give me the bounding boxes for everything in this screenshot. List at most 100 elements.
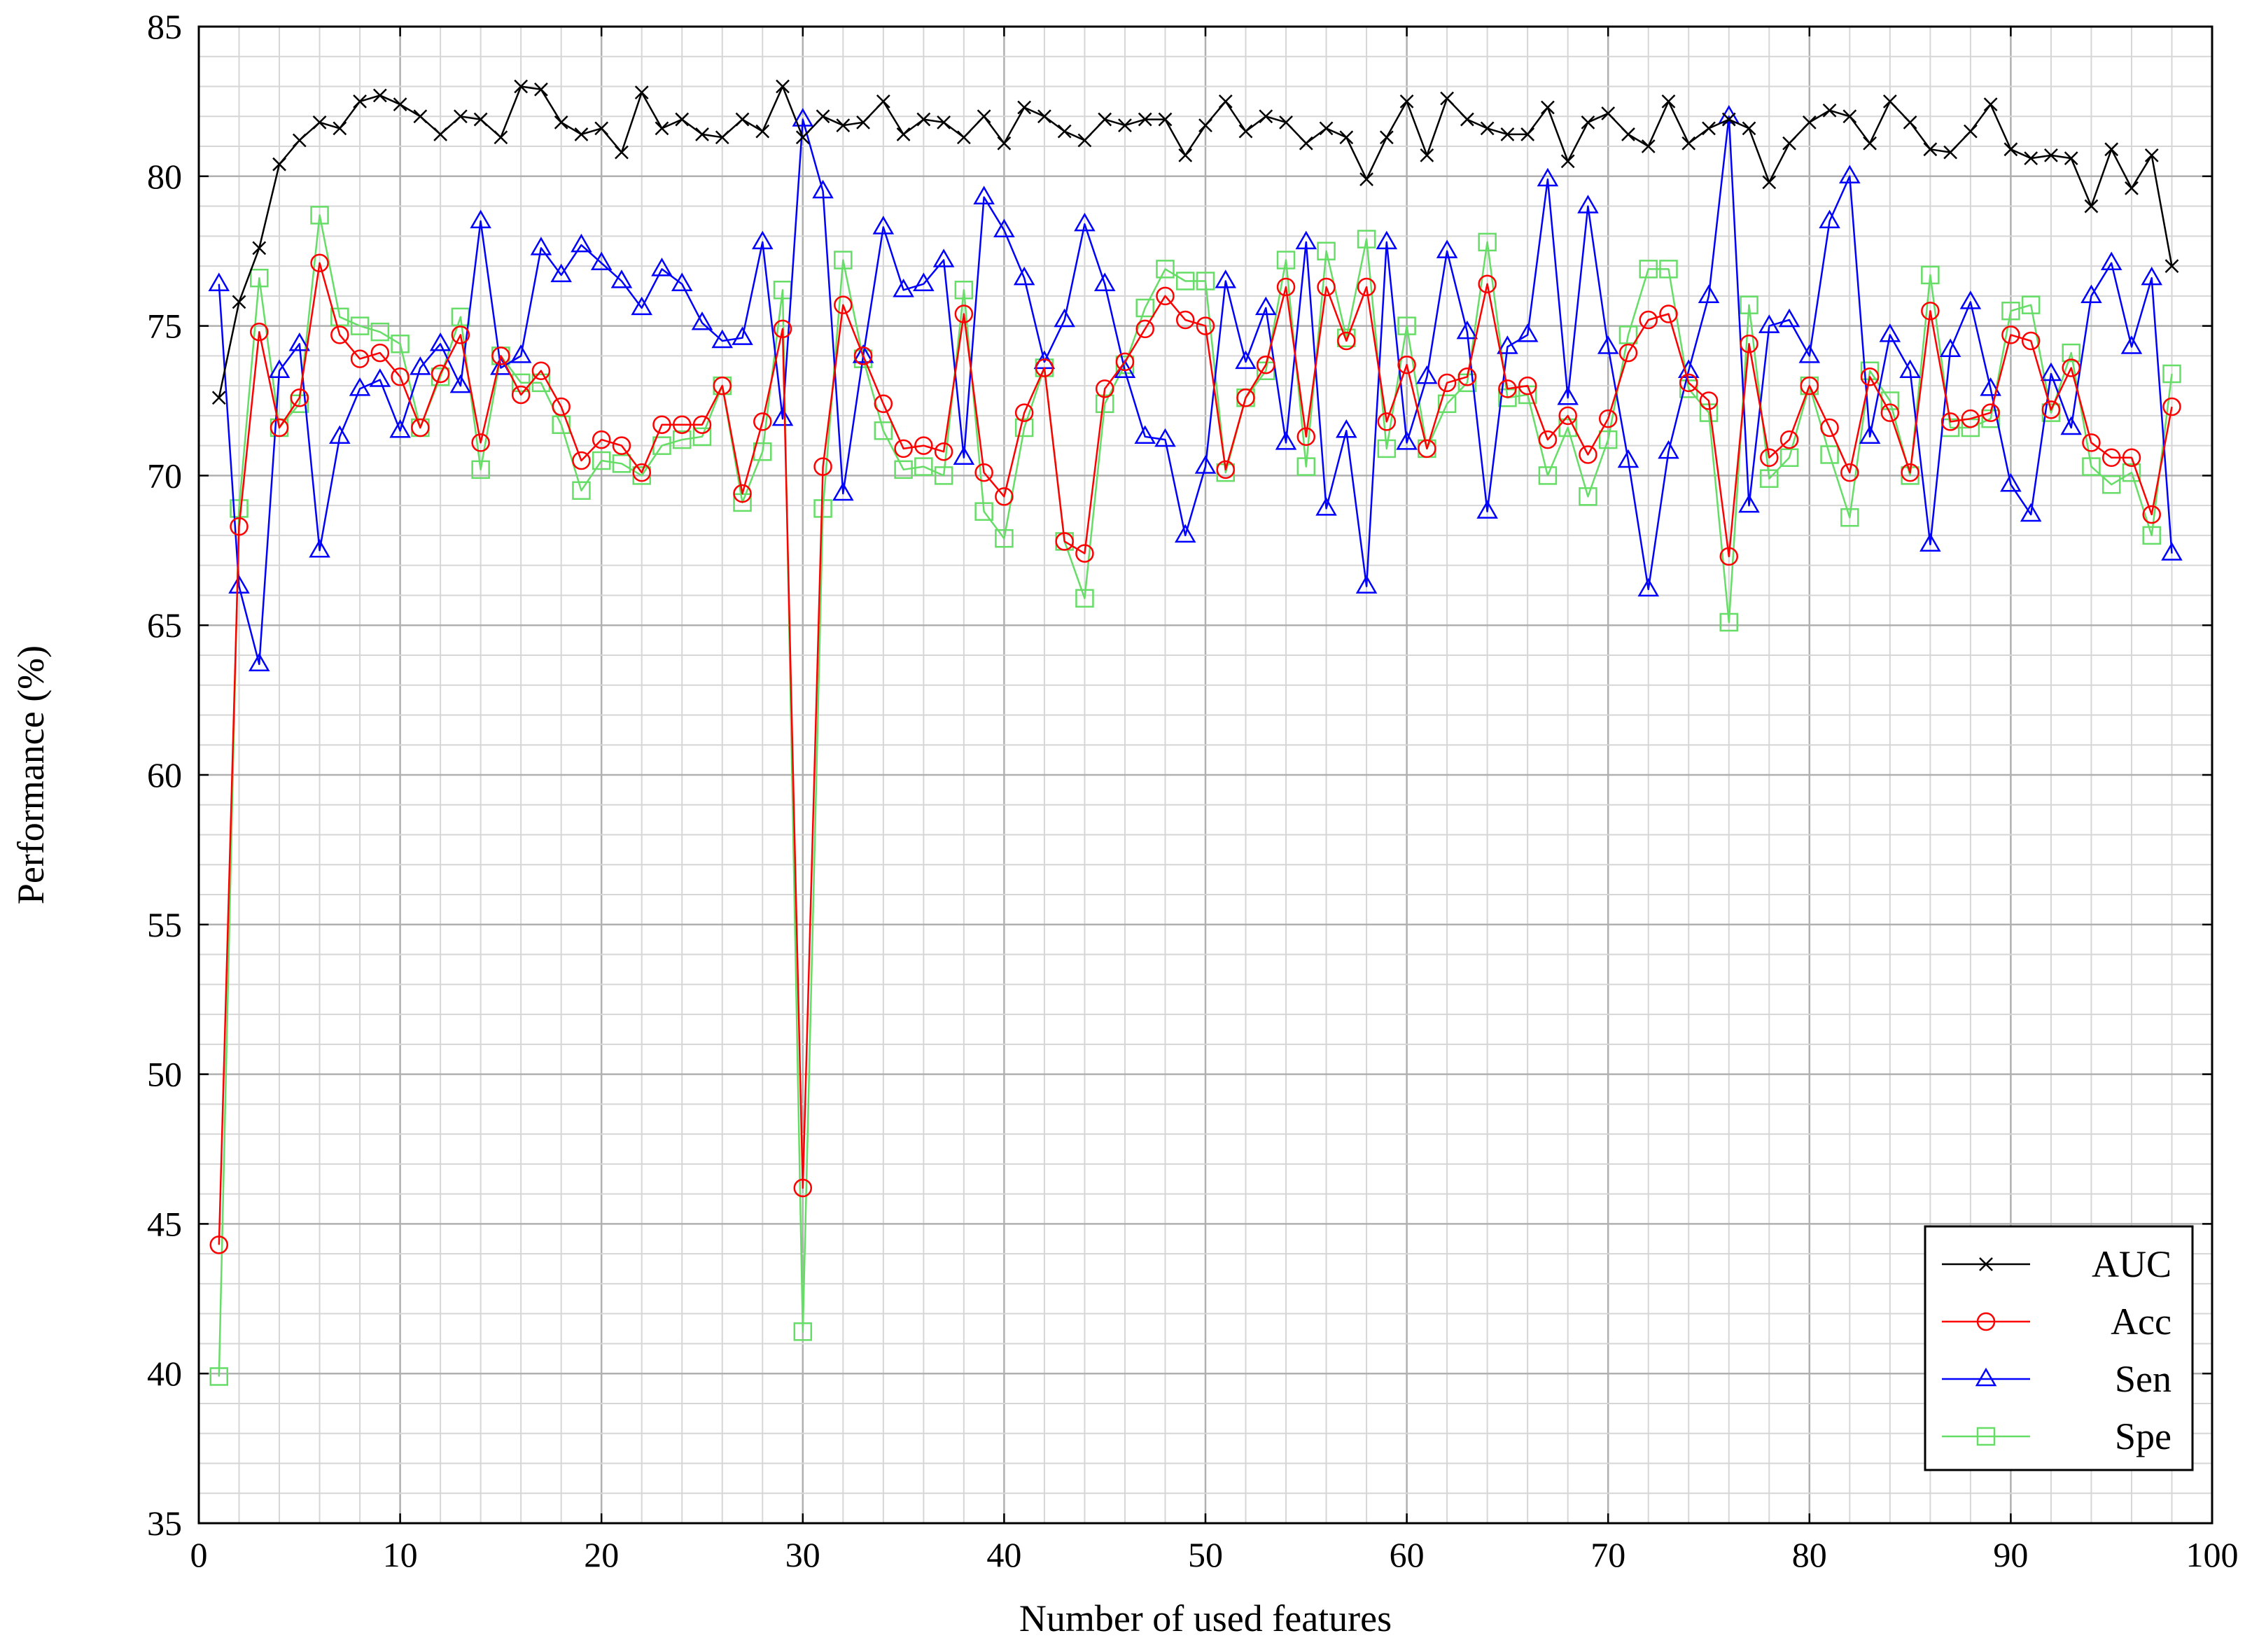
data-point-acc: [1498, 379, 1517, 398]
data-point-sen: [249, 652, 270, 672]
data-point-auc: [393, 97, 407, 112]
data-point-sen: [1959, 290, 1982, 309]
data-point-sen: [449, 374, 472, 393]
data-point-sen: [1134, 425, 1156, 444]
x-tick-label: 40: [986, 1535, 1021, 1574]
data-point-sen: [752, 230, 774, 250]
data-point-auc: [252, 241, 267, 255]
data-point-acc: [1901, 463, 1919, 482]
data-point-auc: [816, 109, 830, 124]
data-point-sen: [1497, 335, 1518, 354]
data-point-auc: [312, 115, 327, 130]
data-point-auc: [1520, 127, 1535, 141]
data-point-auc: [514, 79, 529, 94]
legend-marker-auc: [1979, 1257, 1993, 1271]
data-point-spe: [310, 206, 329, 225]
data-point-acc: [652, 415, 671, 434]
data-point-auc: [1762, 175, 1777, 190]
data-point-spe: [1156, 260, 1175, 279]
data-point-sen: [1416, 365, 1438, 384]
data-point-acc: [1055, 532, 1074, 551]
data-point-auc: [1440, 91, 1455, 106]
data-point-acc: [209, 1236, 229, 1254]
data-point-sen: [349, 377, 371, 396]
data-point-auc: [1359, 172, 1373, 186]
data-point-sen: [1295, 230, 1317, 250]
data-point-acc: [350, 349, 370, 368]
data-point-auc: [735, 112, 750, 127]
data-point-sen: [2040, 362, 2062, 382]
data-point-acc: [1236, 388, 1255, 407]
data-point-spe: [1377, 439, 1397, 458]
data-point-spe: [370, 322, 390, 342]
data-point-sen: [1637, 578, 1659, 597]
data-point-spe: [250, 268, 269, 288]
data-point-auc: [997, 136, 1012, 150]
legend-entry-spe: Spe: [1942, 1415, 2171, 1457]
data-point-spe: [813, 499, 832, 518]
data-point-sen: [1658, 440, 1679, 459]
data-point-sen: [1879, 323, 1901, 342]
data-point-sen: [1013, 266, 1035, 286]
data-point-spe: [1659, 260, 1678, 279]
data-point-spe: [1196, 272, 1215, 290]
data-point-sen: [913, 272, 935, 291]
y-tick-label: 35: [147, 1504, 182, 1543]
data-point-spe: [1639, 260, 1658, 279]
data-point-acc: [1437, 373, 1457, 393]
data-point-acc: [592, 430, 611, 449]
data-point-acc: [713, 376, 732, 396]
data-point-acc: [531, 361, 551, 380]
data-point-spe: [1538, 466, 1558, 485]
data-point-sen: [711, 329, 734, 349]
data-point-auc: [232, 295, 246, 309]
data-point-sen: [1436, 239, 1458, 258]
x-tick-label: 90: [1993, 1535, 2028, 1574]
data-point-acc: [1457, 368, 1477, 386]
data-point-sen: [1758, 314, 1780, 333]
data-point-acc: [1961, 409, 1980, 428]
data-point-spe: [2122, 463, 2141, 482]
data-point-spe: [2062, 343, 2080, 363]
x-tick-label: 30: [785, 1535, 820, 1574]
data-point-auc: [1319, 121, 1334, 136]
y-tick-label: 70: [147, 456, 182, 495]
data-point-acc: [1257, 355, 1275, 374]
data-point-auc: [1198, 118, 1212, 132]
data-point-auc: [937, 115, 951, 130]
data-point-auc: [1621, 127, 1635, 141]
data-point-auc: [2044, 148, 2058, 162]
y-tick-label: 55: [147, 905, 182, 944]
data-point-auc: [1238, 124, 1253, 139]
legend-marker-sen: [1975, 1367, 1997, 1387]
y-tick-label: 80: [147, 157, 182, 196]
data-point-acc: [1418, 439, 1436, 458]
series-sen: [208, 104, 2183, 672]
data-point-auc: [1802, 115, 1817, 130]
data-point-acc: [411, 418, 430, 438]
data-point-spe: [209, 1367, 229, 1386]
data-point-spe: [1397, 316, 1416, 335]
data-point-sen: [1476, 500, 1498, 519]
data-point-sen: [1275, 431, 1297, 450]
data-point-sen: [1557, 386, 1579, 405]
data-point-acc: [451, 326, 470, 344]
data-point-sen: [1819, 209, 1840, 229]
data-point-spe: [1779, 448, 1799, 467]
data-point-spe: [612, 454, 631, 473]
data-point-sen: [732, 326, 753, 345]
data-point-auc: [1983, 97, 1998, 112]
y-tick-label: 75: [147, 307, 182, 346]
data-point-sen: [2020, 503, 2042, 522]
data-point-acc: [1075, 544, 1094, 563]
y-tick-label: 40: [147, 1354, 182, 1393]
data-point-spe: [1276, 251, 1296, 270]
data-point-acc: [1860, 368, 1880, 386]
data-point-acc: [834, 295, 853, 314]
legend-entry-auc: AUC: [1942, 1243, 2171, 1285]
data-point-sen: [771, 407, 794, 426]
data-point-sen: [1235, 350, 1257, 370]
series-acc: [209, 253, 2181, 1254]
data-point-acc: [2101, 448, 2121, 467]
